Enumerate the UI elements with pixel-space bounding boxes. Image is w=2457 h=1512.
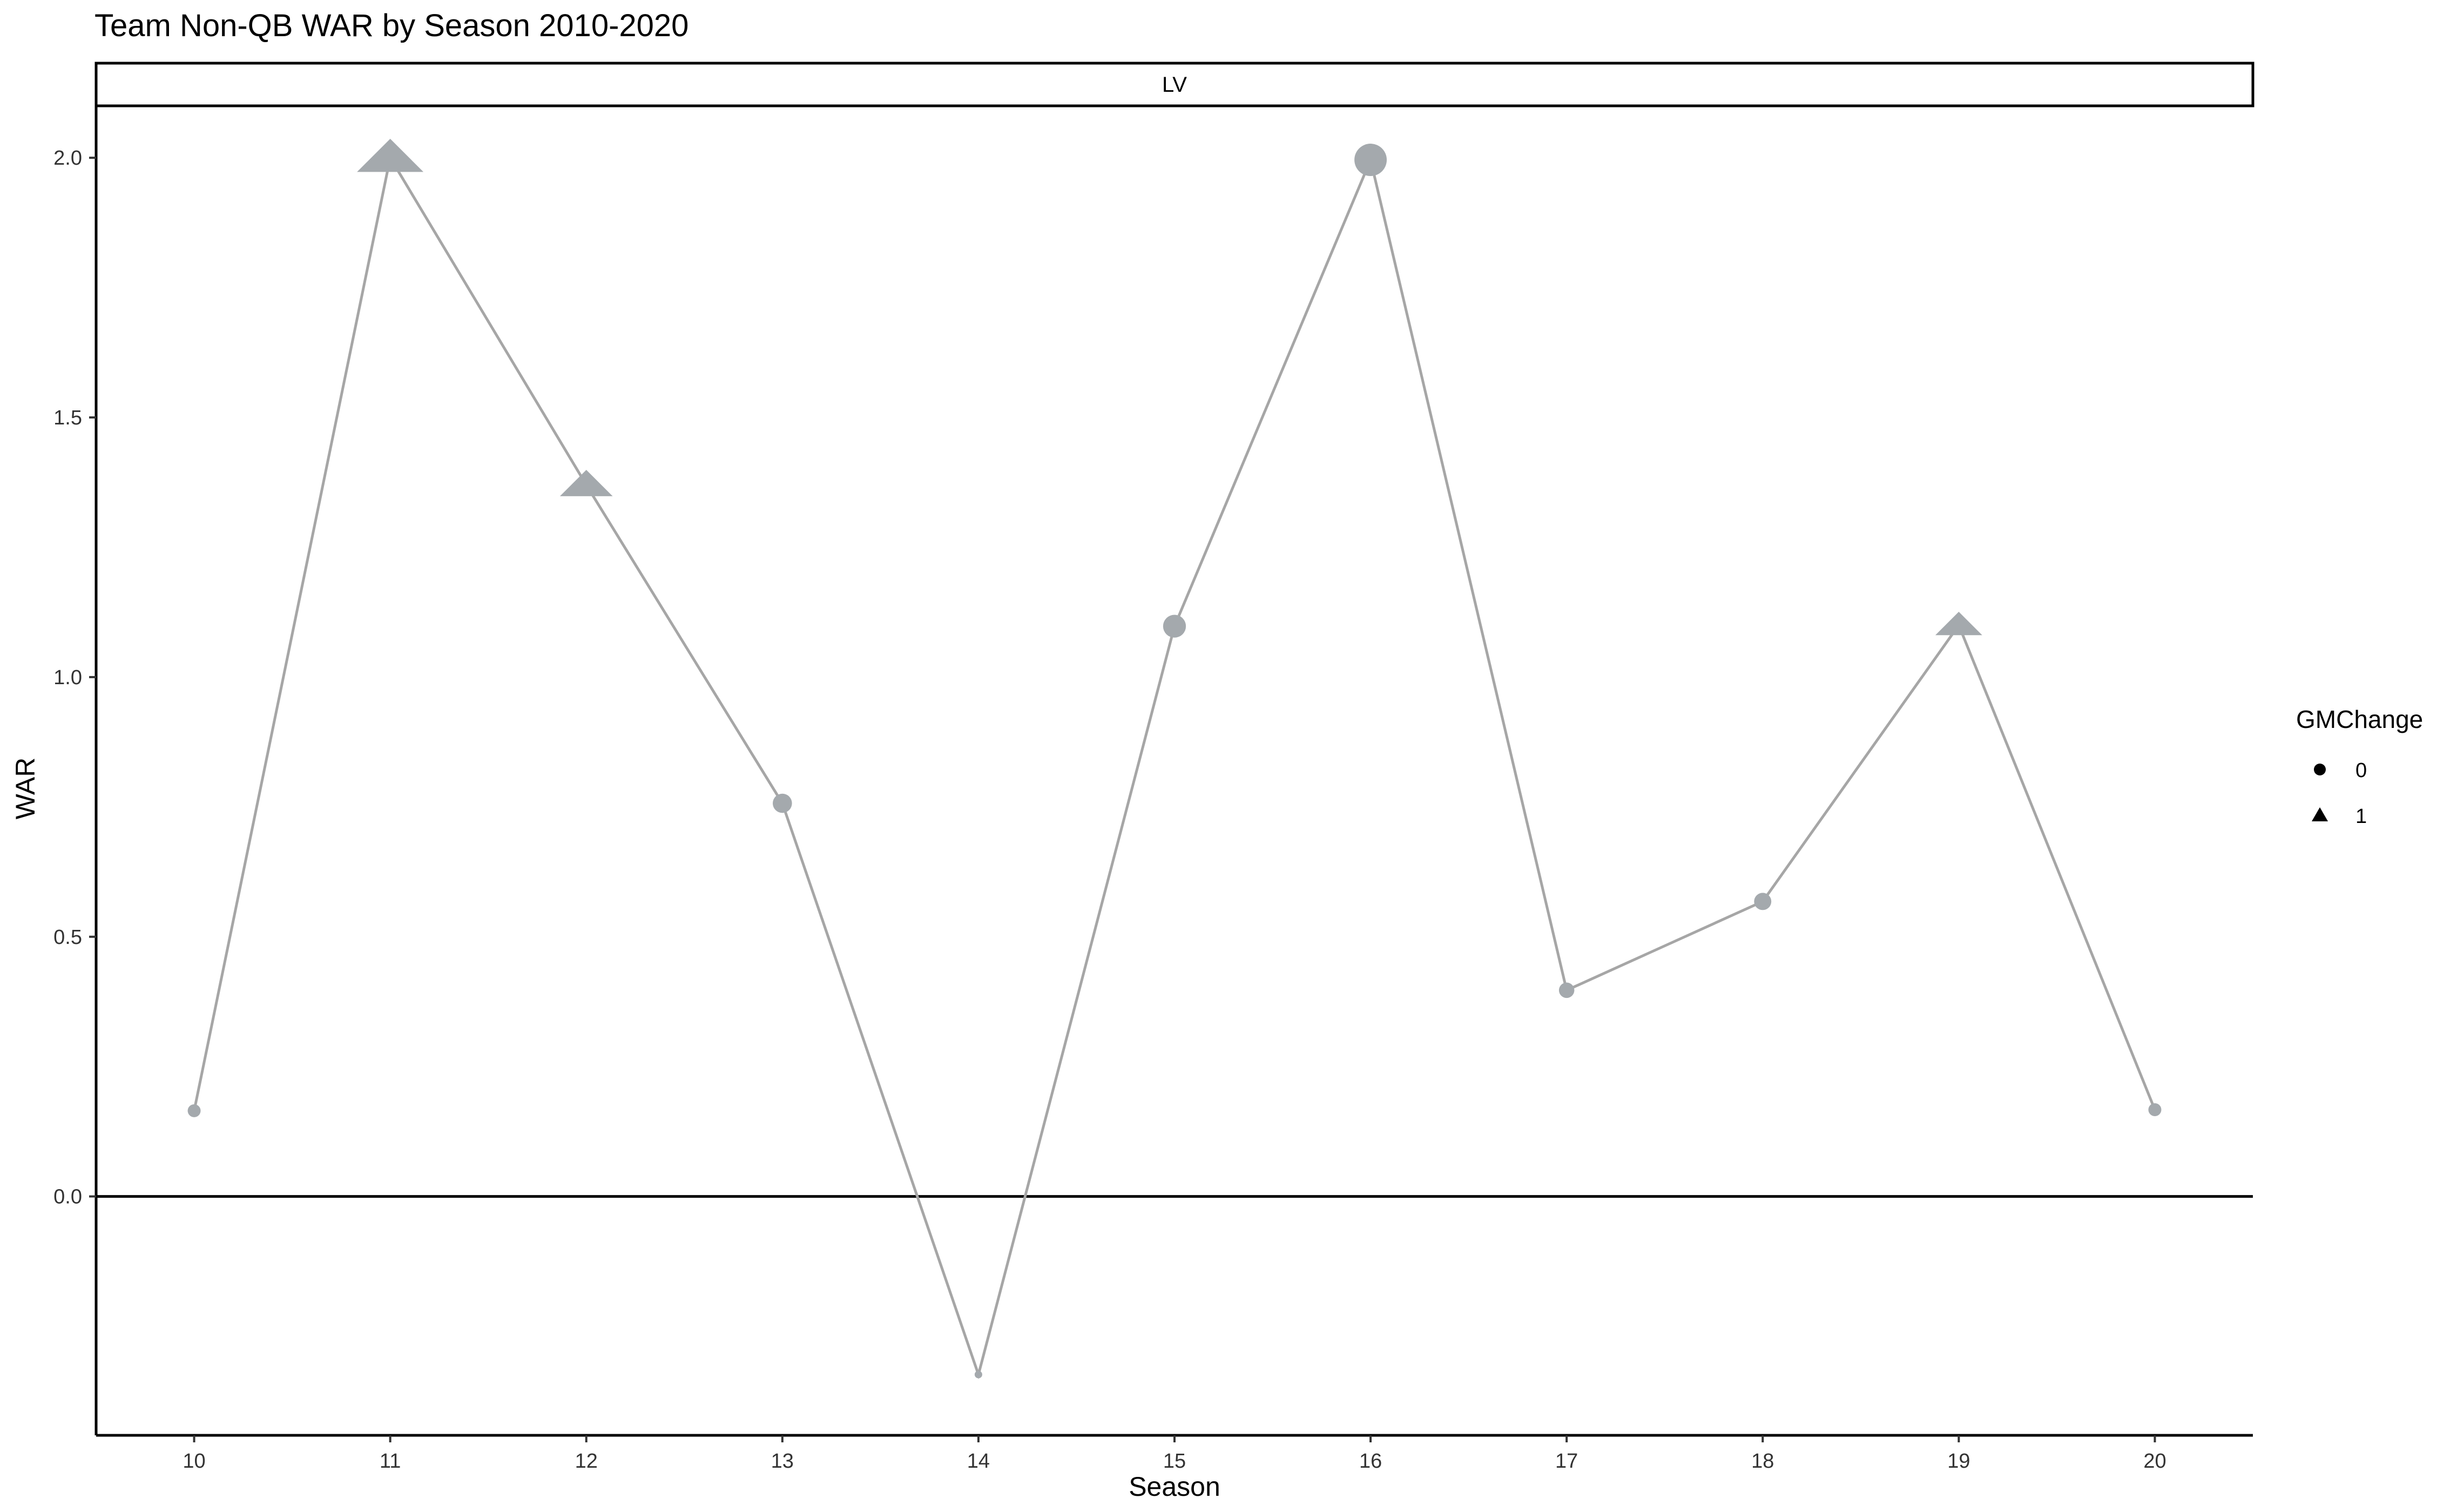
x-tick-label: 16 (1359, 1450, 1382, 1473)
plot-area (96, 138, 2253, 1380)
data-point-circle (1354, 144, 1387, 176)
facet-label: LV (1162, 73, 1187, 97)
data-point-circle (2148, 1103, 2162, 1117)
y-tick-label: 0.0 (53, 1186, 82, 1209)
y-axis-ticks: 0.0 0.5 1.0 1.5 2.0 (53, 147, 96, 1209)
legend-label-1: 1 (2355, 805, 2367, 828)
x-tick-label: 15 (1163, 1450, 1186, 1473)
x-tick-label: 10 (183, 1450, 205, 1473)
legend: GMChange 0 1 (2296, 705, 2423, 828)
data-point-circle (187, 1104, 201, 1117)
data-point-circle (1754, 893, 1772, 910)
x-axis-ticks: 10 11 12 13 14 15 16 17 18 19 20 (183, 1435, 2166, 1473)
y-tick-label: 0.5 (53, 926, 82, 949)
legend-circle-icon (2314, 764, 2326, 775)
data-point-circle (974, 1371, 982, 1379)
legend-title: GMChange (2296, 705, 2423, 733)
x-tick-label: 18 (1751, 1450, 1774, 1473)
y-tick-label: 1.0 (53, 666, 82, 689)
data-point-circle (1558, 982, 1575, 998)
legend-label-0: 0 (2355, 759, 2367, 782)
chart-title: Team Non-QB WAR by Season 2010-2020 (94, 8, 688, 43)
x-tick-label: 19 (1947, 1450, 1970, 1473)
x-axis-title: Season (1129, 1472, 1220, 1502)
y-tick-label: 2.0 (53, 147, 82, 170)
facet-strip (94, 62, 2254, 107)
data-point-circle (773, 793, 792, 813)
x-tick-label: 17 (1555, 1450, 1578, 1473)
data-point-triangle (559, 470, 613, 496)
legend-triangle-icon (2312, 807, 2328, 821)
data-point-circle (1163, 615, 1186, 638)
y-axis-title: WAR (10, 758, 40, 820)
x-tick-label: 11 (380, 1450, 401, 1473)
x-tick-label: 13 (771, 1450, 794, 1473)
data-point-triangle (1935, 611, 1982, 636)
x-tick-label: 20 (2143, 1450, 2166, 1473)
data-point-triangle (357, 138, 424, 172)
x-tick-label: 12 (575, 1450, 598, 1473)
y-tick-label: 1.5 (53, 407, 82, 429)
series-line (193, 154, 2156, 1380)
x-tick-label: 14 (967, 1450, 990, 1473)
